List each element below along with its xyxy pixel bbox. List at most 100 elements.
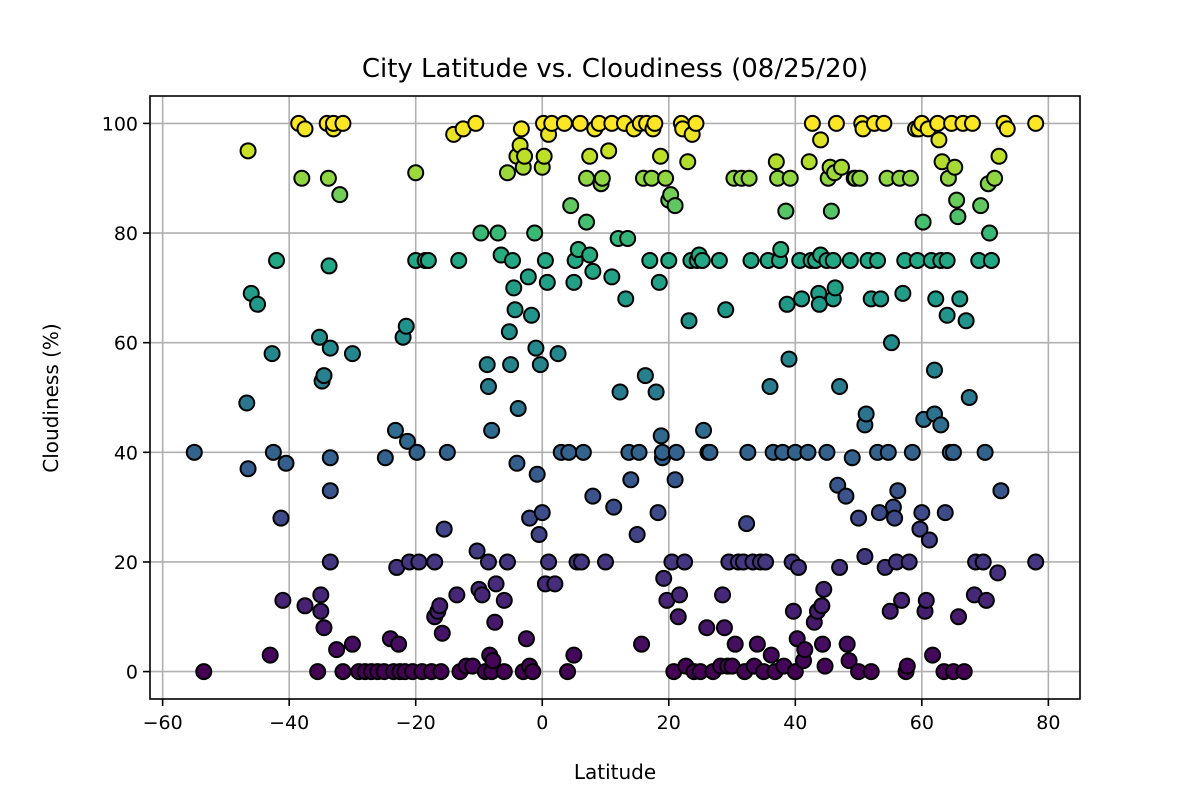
data-point [524,663,542,681]
data-point [796,641,814,659]
data-point [950,608,968,626]
data-point [334,114,352,132]
data-point [832,158,850,176]
data-point [530,526,548,544]
data-point [872,290,890,308]
data-point [435,520,453,538]
data-point [893,591,911,609]
data-point [315,367,333,385]
data-point [726,635,744,653]
data-point [831,558,849,576]
data-point [397,317,415,335]
data-point [671,586,689,604]
data-point [261,646,279,664]
data-point [951,290,969,308]
data-point [814,635,832,653]
data-point [851,169,869,187]
data-point [948,191,966,209]
data-point [432,663,450,681]
data-point [929,114,947,132]
data-point [495,591,513,609]
data-point [334,663,352,681]
data-point [320,257,338,275]
data-point [981,224,999,242]
data-point [321,339,339,357]
data-point [856,547,874,565]
y-tick-label: 60 [114,333,138,355]
data-point [925,361,943,379]
x-tick-label: 20 [657,712,681,734]
data-point [687,114,705,132]
data-point [531,356,549,374]
data-point [982,251,1000,269]
data-point [1027,114,1045,132]
data-point [584,487,602,505]
data-point [818,443,836,461]
data-point [800,153,818,171]
data-point [742,251,760,269]
data-point [238,394,256,412]
data-point [473,586,491,604]
data-point [679,153,697,171]
data-point [649,504,667,522]
data-point [321,449,339,467]
data-point [312,602,330,620]
data-point [498,164,516,182]
data-point [669,608,687,626]
data-point [920,531,938,549]
data-point [936,504,954,522]
data-point [410,553,428,571]
data-point [963,114,981,132]
data-point [312,586,330,604]
data-point [526,224,544,242]
data-point [643,169,661,187]
data-point [565,646,583,664]
data-point [315,619,333,637]
data-point [840,652,858,670]
data-point [467,114,485,132]
data-point [657,169,675,187]
data-point [641,251,659,269]
data-point [894,284,912,302]
data-point [268,251,286,269]
data-point [630,443,648,461]
data-point [780,350,798,368]
data-point [650,273,668,291]
data-point [824,251,842,269]
data-point [698,619,716,637]
plot-area-frame [149,95,1081,700]
data-point [660,251,678,269]
data-point [512,120,530,138]
data-point [472,224,490,242]
data-point [633,635,651,653]
y-tick-label: 100 [102,113,138,135]
data-point [386,421,404,439]
data-point [578,213,596,231]
data-point [319,169,337,187]
data-point [538,273,556,291]
data-point [976,443,994,461]
data-point [957,312,975,330]
data-point [479,378,497,396]
data-point [264,443,282,461]
data-point [535,147,553,165]
data-point [989,564,1007,582]
data-point [917,591,935,609]
data-point [898,657,916,675]
data-point [901,169,919,187]
data-point [296,120,314,138]
data-point [911,520,929,538]
data-point [815,580,833,598]
data-point [886,509,904,527]
data-point [680,312,698,330]
data-point [408,443,426,461]
data-point [343,345,361,363]
data-point [882,334,900,352]
data-point [448,586,466,604]
data-point [992,482,1010,500]
data-point [946,158,964,176]
data-point [398,432,416,450]
data-point [611,383,629,401]
x-tick-label: −20 [396,712,436,734]
